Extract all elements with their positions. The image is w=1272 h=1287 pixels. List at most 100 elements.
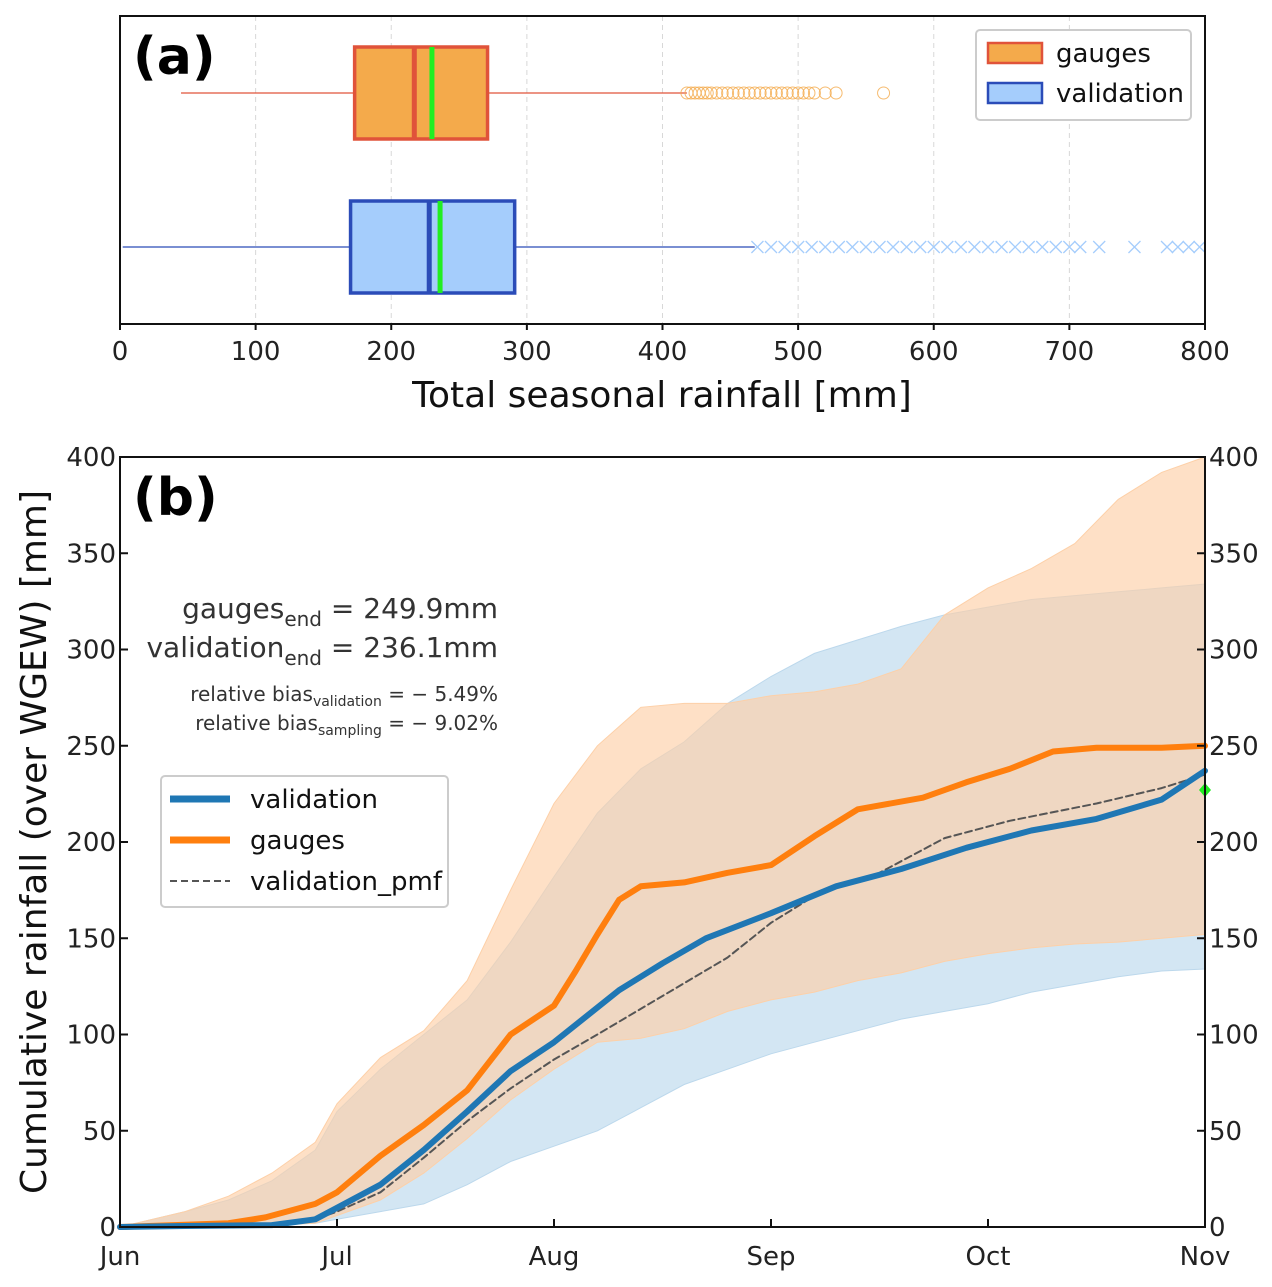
outlier-point	[710, 86, 724, 100]
outlier-point	[759, 86, 773, 100]
outlier-point	[769, 86, 783, 100]
outlier-point	[873, 240, 886, 254]
x-tick-label: Jul	[319, 1242, 352, 1272]
x-tick-label: Oct	[966, 1242, 1011, 1272]
annotation-value: = − 5.49%	[382, 682, 498, 706]
outlier-point	[845, 240, 859, 254]
outlier-point	[726, 86, 740, 100]
outlier-point	[954, 240, 968, 254]
outlier-point	[696, 86, 710, 100]
outlier-point	[780, 86, 794, 100]
legend-label-gauges: gauges	[250, 826, 345, 856]
x-tick-label: Nov	[1180, 1242, 1231, 1272]
panel-a-x-ticks: 0 100 200 300 400 500 600 700 800	[112, 324, 1230, 367]
x-tick-label: Jun	[98, 1242, 141, 1272]
outlier-point	[700, 86, 714, 100]
outlier-point	[1062, 240, 1076, 254]
outlier-point	[927, 240, 941, 254]
panel-a-legend: gauges validation	[975, 29, 1192, 121]
outlier-point	[818, 240, 832, 254]
panel-a-x-axis-label: Total seasonal rainfall [mm]	[411, 375, 912, 416]
box-iqr	[352, 45, 490, 141]
outlier-point	[832, 240, 846, 254]
annotation-subscript: end	[284, 607, 322, 631]
y-tick-label-right: 250	[1209, 732, 1259, 762]
outlier-point	[807, 86, 821, 100]
outlier-point	[797, 86, 811, 100]
y-tick-label-left: 0	[99, 1213, 116, 1243]
annotation-3: relative biassampling = − 9.02%	[195, 711, 498, 739]
y-tick-label-left: 250	[66, 732, 116, 762]
y-tick-label-left: 350	[66, 539, 116, 569]
outlier-point	[981, 240, 995, 254]
annotation-base: validation	[146, 631, 284, 664]
panel-a-boxes	[122, 45, 1207, 295]
outlier-point	[995, 240, 1009, 254]
outlier-point	[775, 86, 789, 100]
outlier-point	[818, 86, 832, 100]
outlier-point	[802, 86, 816, 100]
outlier-point	[1035, 240, 1049, 254]
outlier-point	[1128, 240, 1141, 254]
outlier-point	[748, 86, 762, 100]
outlier-point	[1073, 240, 1087, 254]
x-tick-label: 800	[1180, 337, 1230, 367]
annotation-subscript: sampling	[318, 723, 382, 739]
outlier-point	[750, 240, 764, 254]
box-iqr	[348, 199, 517, 295]
y-tick-label-left: 100	[66, 1021, 116, 1051]
panel-b-label: (b)	[133, 468, 218, 528]
y-tick-label-left: 200	[66, 828, 116, 858]
panel-b-ticks: 0 0 50 50 100 100 150 150 200 200 250 250 300 300 350 3…	[66, 443, 1258, 1272]
y-tick-label-left: 150	[66, 924, 116, 954]
outlier-point	[886, 240, 900, 254]
y-tick-label-left: 50	[83, 1117, 116, 1147]
panel-a-boxplot: 0 100 200 300 400 500 600 700 800 (a) Total seas…	[112, 15, 1230, 416]
outlier-point	[900, 240, 914, 254]
outlier-point	[877, 86, 891, 100]
annotation-subscript: end	[284, 646, 322, 670]
outlier-point	[742, 86, 756, 100]
outlier-point	[967, 240, 981, 254]
panel-b-lines	[117, 742, 1211, 1230]
panel-b-cumulative: 0 0 50 50 100 100 150 150 200 200 250 250 300 300 350 3…	[14, 443, 1259, 1272]
outlier-point	[1049, 240, 1063, 254]
y-tick-label-right: 400	[1209, 443, 1259, 473]
outlier-point	[721, 86, 735, 100]
legend-swatch-validation	[986, 81, 1044, 105]
outlier-point	[1171, 240, 1185, 254]
outlier-point	[764, 86, 778, 100]
outlier-point	[737, 86, 751, 100]
outlier-point	[791, 86, 805, 100]
y-tick-label-right: 150	[1209, 924, 1259, 954]
outlier-point	[715, 86, 729, 100]
outlier-point	[704, 86, 718, 100]
outlier-point	[1022, 240, 1036, 254]
y-tick-label-right: 200	[1209, 828, 1259, 858]
x-tick-label: 400	[638, 337, 688, 367]
x-tick-label: 200	[366, 337, 416, 367]
y-tick-label-left: 300	[66, 636, 116, 666]
annotation-subscript: validation	[313, 694, 382, 710]
outlier-point	[791, 240, 805, 254]
y-tick-label-left: 400	[66, 443, 116, 473]
panel-a-label: (a)	[133, 27, 216, 87]
outlier-point	[1008, 240, 1022, 254]
x-tick-label: 600	[909, 337, 959, 367]
panel-b-bands	[119, 456, 1206, 1228]
annotation-base: gauges	[182, 592, 284, 625]
x-tick-label: 100	[231, 337, 281, 367]
y-tick-label-right: 50	[1209, 1117, 1242, 1147]
legend-label-validation: validation	[250, 785, 378, 815]
x-tick-label: Aug	[529, 1242, 580, 1272]
x-tick-label: Sep	[746, 1242, 795, 1272]
x-tick-label: 300	[502, 337, 552, 367]
outlier-point	[778, 240, 792, 254]
annotation-1: validationend = 236.1mm	[146, 631, 498, 670]
outlier-point	[940, 240, 954, 254]
outlier-point	[829, 86, 843, 100]
outlier-point	[1193, 240, 1207, 254]
outlier-point	[913, 240, 927, 254]
